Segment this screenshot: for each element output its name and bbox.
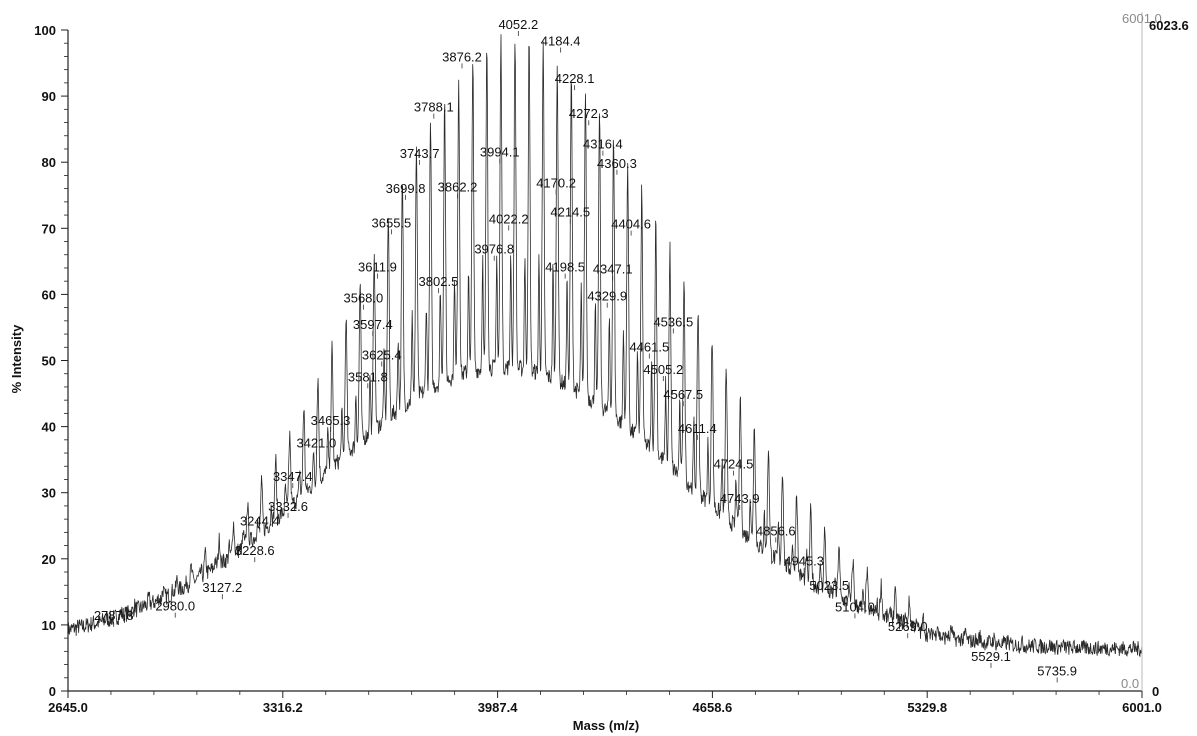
- peak-label: 3421.0: [296, 435, 336, 450]
- y-tick-label: 0: [49, 684, 56, 699]
- peak-label: 4329.9: [587, 289, 627, 304]
- peak-label: 5269.0: [888, 619, 928, 634]
- y-tick-label: 80: [42, 155, 56, 170]
- x-axis-title: Mass (m/z): [573, 718, 639, 733]
- y-tick-label: 20: [42, 552, 56, 567]
- y-tick-label: 100: [34, 23, 56, 38]
- right-axis-bottom-label: 0: [1152, 684, 1159, 699]
- right-axis-top-label: 6023.6: [1149, 18, 1189, 33]
- peak-label: 3788.1: [414, 100, 454, 115]
- x-tick-label: 5329.8: [907, 700, 947, 715]
- y-tick-label: 30: [42, 486, 56, 501]
- peak-label: 3862.2: [438, 180, 478, 195]
- peak-label: 4724.5: [714, 457, 754, 472]
- y-tick-label: 40: [42, 420, 56, 435]
- peak-label: 3465.3: [311, 413, 351, 428]
- x-tick-label: 3316.2: [263, 700, 303, 715]
- peak-label: 3611.9: [358, 260, 397, 275]
- peak-label: 3699.8: [386, 181, 426, 196]
- peak-label: 3625.4: [362, 348, 402, 363]
- peak-label: 4743.9: [720, 491, 760, 506]
- right-axis-top-faint-label: 6001.0: [1122, 11, 1162, 26]
- peak-label: 4170.2: [536, 176, 576, 191]
- x-tick-label: 3987.4: [478, 700, 519, 715]
- y-tick-label: 90: [42, 89, 56, 104]
- peak-label: 3976.8: [474, 242, 514, 257]
- peak-label: 4184.4: [541, 34, 581, 49]
- x-tick-label: 4658.6: [693, 700, 733, 715]
- peak-label: 3127.2: [202, 580, 242, 595]
- peak-label: 3802.5: [419, 274, 459, 289]
- peak-label: 4052.2: [498, 17, 538, 32]
- peak-label: 4022.2: [489, 211, 529, 226]
- peak-label: 3743.7: [400, 146, 440, 161]
- peak-label: 3244.4: [240, 513, 280, 528]
- y-tick-label: 60: [42, 287, 56, 302]
- baseline-end-label: 0.0: [1121, 676, 1139, 691]
- peak-label: 3994.1: [480, 145, 520, 160]
- peak-label: 3332.6: [268, 499, 308, 514]
- peak-label: 4611.4: [678, 421, 717, 436]
- peak-label: 3228.6: [235, 543, 275, 558]
- peak-label: 5104.0: [835, 599, 875, 614]
- peak-label: 4505.2: [643, 362, 683, 377]
- spectrum-trace: [67, 34, 1143, 658]
- peak-label: 3581.8: [348, 369, 388, 384]
- axes: 0 10 20 30 40 50 60 70 80 90 100 2645.0 3316.2 3987.4…: [34, 12, 1162, 715]
- peak-label: 3597.4: [353, 317, 393, 332]
- y-tick-label: 50: [42, 354, 56, 369]
- peak-label: 2980.0: [155, 599, 195, 614]
- spectrum-trace-layer: [67, 34, 1143, 658]
- peak-label: 4461.5: [629, 340, 669, 355]
- peak-label: 3568.0: [343, 291, 383, 306]
- y-tick-label: 70: [42, 221, 56, 236]
- peak-label: 4198.5: [545, 260, 585, 275]
- peak-label: 5735.9: [1037, 663, 1077, 678]
- peak-label: 4316.4: [583, 137, 623, 152]
- peak-label: 4347.1: [593, 262, 633, 277]
- peak-label: 4945.3: [784, 554, 824, 569]
- peak-label: 2787.8: [94, 608, 134, 623]
- peak-label: 4228.1: [555, 71, 595, 86]
- peak-label: 3655.5: [372, 215, 412, 230]
- peak-label: 3876.2: [442, 49, 482, 64]
- peak-label: 4272.3: [569, 106, 609, 121]
- peak-label: 4360.3: [597, 156, 637, 171]
- peak-label: 5529.1: [971, 649, 1011, 664]
- peak-label: 4536.5: [653, 314, 693, 329]
- peak-label: 3347.4: [273, 469, 313, 484]
- y-axis-title: % Intensity: [9, 324, 24, 393]
- x-tick-label: 2645.0: [48, 700, 88, 715]
- y-tick-label: 10: [42, 618, 56, 633]
- peak-label: 4214.5: [550, 205, 590, 220]
- peak-label: 4567.5: [663, 387, 703, 402]
- peak-label: 4404.6: [611, 217, 651, 232]
- peak-label: 5023.5: [809, 578, 849, 593]
- peak-label: 4856.6: [756, 523, 796, 538]
- x-tick-label: 6001.0: [1122, 700, 1162, 715]
